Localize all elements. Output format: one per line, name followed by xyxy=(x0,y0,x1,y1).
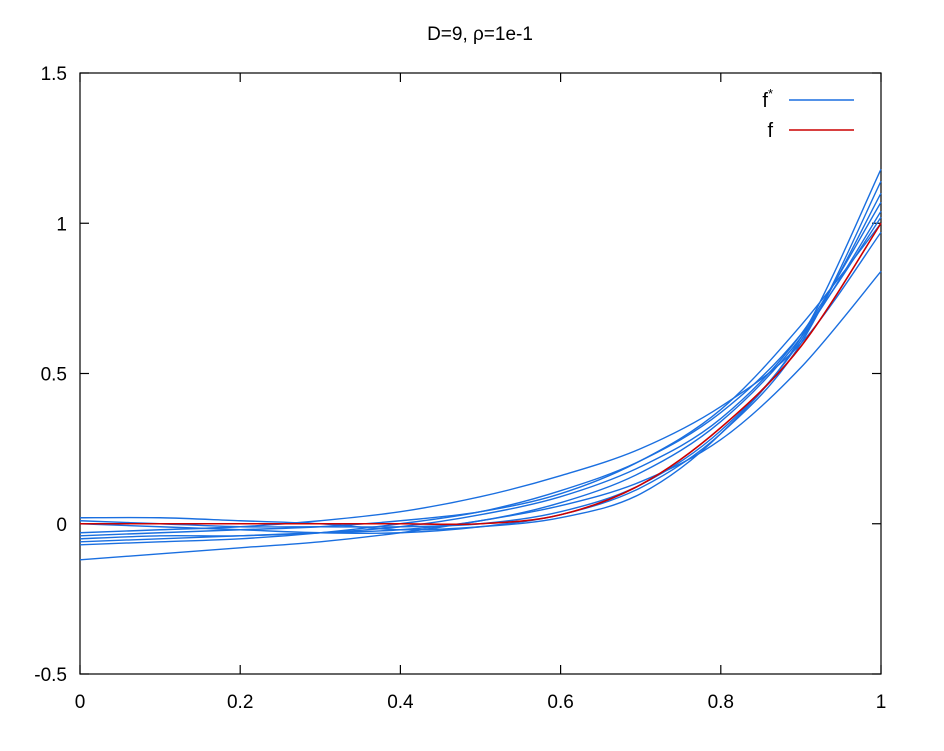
y-tick-label: 1 xyxy=(56,214,67,235)
legend-label: f* xyxy=(762,86,773,112)
series-f-star-line xyxy=(79,168,882,531)
x-tick-label: 0 xyxy=(75,692,86,713)
series-f-star-line xyxy=(79,192,882,528)
series-lines xyxy=(79,168,882,561)
series-f-star-line xyxy=(79,210,882,543)
legend: f* f xyxy=(762,86,854,142)
y-tick-label: -0.5 xyxy=(34,665,67,686)
series-f-star-line xyxy=(79,216,882,546)
series-f-star-line xyxy=(79,180,882,535)
y-tick-label: 0 xyxy=(56,515,67,536)
x-tick-label: 0.6 xyxy=(547,692,573,713)
plot-frame xyxy=(79,72,882,675)
x-tick-label: 0.2 xyxy=(227,692,253,713)
x-tick-label: 0.8 xyxy=(708,692,734,713)
series-f-star-line xyxy=(79,270,882,561)
legend-label-superscript: * xyxy=(768,86,773,101)
x-tick-label: 0.4 xyxy=(387,692,414,713)
x-tick-label: 1 xyxy=(876,692,887,713)
y-tick-label: 0.5 xyxy=(41,365,67,386)
chart-title: D=9, ρ=1e-1 xyxy=(427,24,533,45)
series-f-star-line xyxy=(79,201,882,540)
y-tick-label: 1.5 xyxy=(41,64,67,85)
series-f-line xyxy=(80,222,882,526)
legend-label: f xyxy=(767,120,773,142)
axis-ticks: 0 0.2 0.4 0.6 0.8 1 -0.5 0 0.5 1 1.5 xyxy=(34,64,886,713)
series-f-star-line xyxy=(79,222,882,537)
